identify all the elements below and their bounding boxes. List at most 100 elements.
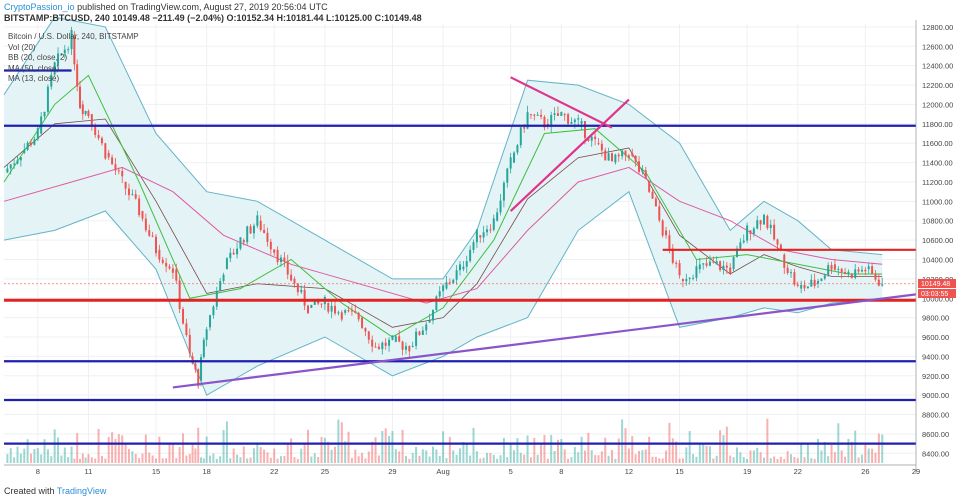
- time-axis[interactable]: 8 11 15 18 22 25 29 Aug 5 8 12 15 19 22 26 29: [4, 464, 920, 476]
- candle-body: [702, 263, 705, 265]
- price-tags: 10149.48 03:03:55: [918, 279, 956, 298]
- volume-bar: [131, 451, 134, 463]
- candle-body: [361, 317, 364, 328]
- volume-bar: [438, 455, 441, 463]
- volume-bar: [763, 457, 765, 463]
- candle-body: [178, 280, 181, 310]
- price-tick-label: 11800.00: [922, 120, 953, 129]
- volume-bar: [580, 436, 583, 463]
- volume-bar: [266, 452, 269, 463]
- candle-body: [67, 49, 70, 51]
- volume-bar: [81, 453, 84, 463]
- candle-body: [222, 274, 225, 281]
- candle-body: [540, 114, 543, 117]
- volume-bar: [197, 427, 200, 463]
- candle-body: [428, 320, 431, 323]
- volume-bar: [269, 457, 272, 463]
- candle-body: [810, 279, 813, 287]
- price-tick-label: 9000.00: [922, 391, 949, 400]
- volume-bar: [573, 447, 576, 463]
- volume-bar: [431, 446, 434, 463]
- candle-body: [279, 257, 282, 263]
- candle-body: [418, 331, 421, 335]
- volume-bar: [496, 458, 499, 463]
- volume-bar: [155, 458, 157, 463]
- candle-body: [442, 285, 445, 292]
- legend-item-ma50[interactable]: MA (50, close): [8, 63, 60, 73]
- volume-bar: [796, 458, 799, 463]
- candle-body: [509, 157, 512, 169]
- candle-body: [114, 164, 117, 171]
- volume-bar: [833, 452, 836, 463]
- volume-bar: [665, 450, 668, 463]
- price-tick-label: 11200.00: [922, 178, 953, 187]
- volume-bar: [472, 427, 475, 463]
- candle-body: [347, 310, 350, 312]
- candle-body: [455, 270, 458, 280]
- volume-bar: [563, 449, 566, 463]
- price-tick-label: 11400.00: [922, 159, 953, 168]
- candle-body: [840, 268, 843, 272]
- volume-bar: [337, 419, 340, 463]
- volume-bar: [371, 441, 374, 463]
- volume-bar: [178, 447, 181, 463]
- candle-body: [290, 274, 293, 281]
- candle-body: [502, 182, 505, 201]
- candle-body: [719, 261, 722, 271]
- candle-body: [594, 136, 597, 140]
- legend-item-volume[interactable]: Vol (20): [8, 42, 36, 52]
- volume-bar: [587, 432, 590, 463]
- volume-bar: [87, 454, 90, 463]
- author-link[interactable]: CryptoPassion_io: [4, 2, 75, 12]
- volume-bar: [783, 458, 786, 463]
- candle-body: [151, 235, 154, 237]
- candle-body: [722, 265, 725, 271]
- volume-bar: [36, 448, 39, 463]
- candle-body: [746, 225, 749, 241]
- price-axis[interactable]: 8400.00 8600.00 8800.00 9000.00 9200.00 9400.…: [915, 20, 953, 473]
- candle-body: [225, 258, 228, 270]
- volume-bar: [225, 421, 228, 463]
- candle-body: [779, 244, 782, 251]
- legend-item-bollinger[interactable]: BB (20, close, 2): [8, 53, 68, 62]
- candle-body: [266, 232, 269, 242]
- volume-bar: [357, 456, 360, 463]
- time-tick-label: 29: [388, 467, 396, 476]
- volume-bar: [404, 455, 407, 463]
- symbol-label[interactable]: BITSTAMP:BTCUSD, 240: [4, 13, 110, 23]
- volume-bar: [232, 448, 235, 463]
- candle-body: [168, 266, 171, 269]
- volume-bar: [310, 456, 313, 463]
- volume-bar: [739, 452, 742, 463]
- volume-bar: [614, 458, 617, 463]
- candle-body: [246, 226, 249, 243]
- candle-body: [513, 152, 516, 163]
- candle-body: [526, 112, 529, 129]
- candle-body: [864, 269, 867, 272]
- volume-bar: [550, 434, 553, 463]
- countdown-label: 03:03:55: [921, 291, 948, 298]
- volume-bar: [283, 455, 286, 463]
- volume-bar: [9, 448, 12, 463]
- volume-bar: [381, 431, 384, 463]
- candle-body: [783, 254, 786, 268]
- volume-bar: [425, 450, 428, 463]
- legend-item-ma13[interactable]: MA (13, close): [8, 74, 60, 83]
- candle-body: [499, 200, 502, 213]
- volume-bar: [401, 429, 404, 463]
- candle-body: [141, 211, 144, 219]
- candle-body: [648, 181, 651, 192]
- candle-body: [63, 49, 66, 54]
- candle-body: [854, 269, 857, 278]
- candle-body: [398, 336, 401, 342]
- volume-bar: [252, 448, 255, 463]
- volume-bar: [246, 458, 249, 463]
- volume-bar: [388, 435, 391, 463]
- time-tick-label: 11: [85, 467, 93, 476]
- candle-body: [833, 264, 836, 270]
- volume-bar: [671, 438, 674, 463]
- tradingview-logo-text[interactable]: TradingView: [56, 486, 107, 496]
- volume-bar: [817, 438, 820, 463]
- volume-bar: [567, 458, 570, 463]
